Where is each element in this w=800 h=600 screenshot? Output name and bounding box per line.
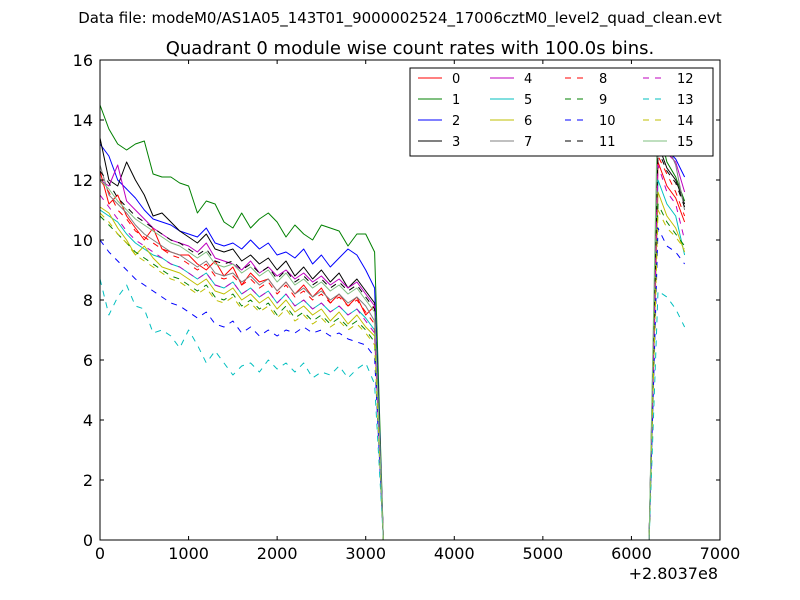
x-tick-label: 6000 [611,544,652,563]
x-tick-label: 2000 [257,544,298,563]
legend-label-6: 6 [524,114,532,129]
x-offset-label: +2.8037e8 [629,564,718,583]
y-tick-label: 6 [83,351,93,370]
y-tick-label: 14 [73,111,93,130]
legend-label-11: 11 [599,135,616,150]
legend-label-1: 1 [452,93,460,108]
tick-layer: 0 1000 2000 3000 4000 5000 6000 700002468101214… [73,51,741,563]
figure-suptitle: Data file: modeM0/AS1A05_143T01_90000025… [78,9,722,28]
legend-label-14: 14 [677,114,694,129]
legend-label-13: 13 [677,93,694,108]
legend-label-5: 5 [524,93,532,108]
legend-label-3: 3 [452,135,460,150]
x-tick-label: 5000 [522,544,563,563]
x-tick-label: 7000 [700,544,741,563]
legend-label-12: 12 [677,72,694,87]
x-tick-label: 1000 [168,544,209,563]
y-tick-label: 2 [83,471,93,490]
legend-label-8: 8 [599,72,607,87]
legend-label-7: 7 [524,135,532,150]
chart-title: Quadrant 0 module wise count rates with … [166,38,655,59]
legend-box [409,67,714,157]
y-tick-label: 0 [83,531,93,550]
x-tick-label: 3000 [345,544,386,563]
legend-label-2: 2 [452,114,460,129]
legend-label-9: 9 [599,93,607,108]
x-tick-label: 0 [95,544,105,563]
y-tick-label: 12 [73,171,93,190]
legend-label-10: 10 [599,114,616,129]
y-tick-label: 16 [73,51,93,70]
y-tick-label: 8 [83,291,93,310]
legend-label-4: 4 [524,72,532,87]
x-tick-label: 4000 [434,544,475,563]
y-tick-label: 10 [73,231,93,250]
legend-label-15: 15 [677,135,694,150]
y-tick-label: 4 [83,411,93,430]
legend-label-0: 0 [452,72,460,87]
